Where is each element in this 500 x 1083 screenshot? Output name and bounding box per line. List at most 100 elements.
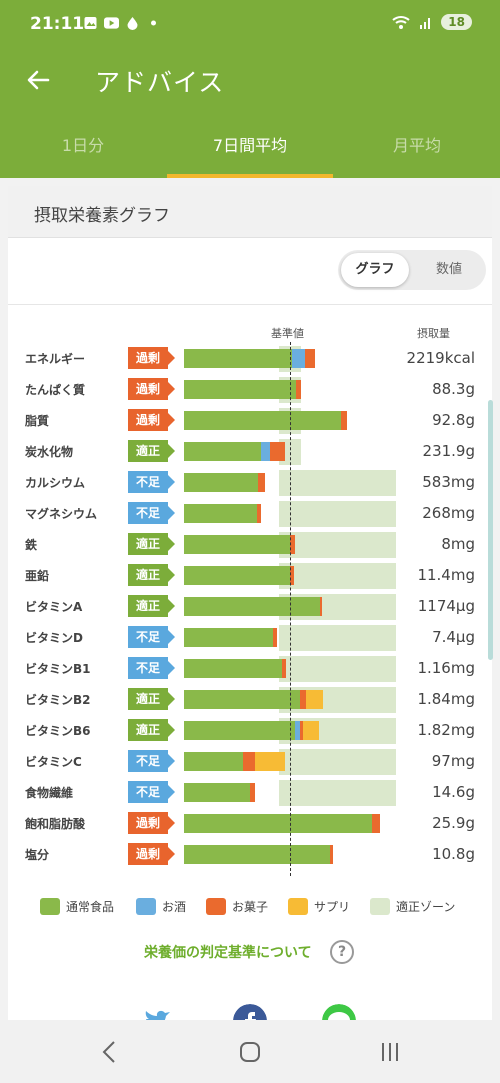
intake-value: 2219kcal	[406, 349, 475, 367]
bar-segment-food	[184, 597, 320, 616]
intake-bar	[184, 597, 322, 616]
bar-segment-food	[184, 659, 282, 678]
nutrient-row: 食物繊維 不足 14.6g	[8, 780, 492, 806]
tab-daily[interactable]: 1日分	[61, 136, 105, 155]
bar-segment-snacks	[304, 349, 316, 368]
status-badge: 不足	[128, 502, 175, 524]
signal-icon	[420, 18, 431, 29]
dot-icon	[151, 20, 156, 26]
app-bar: アドバイス	[0, 50, 500, 110]
intake-value: 1.82mg	[417, 721, 475, 739]
legend-swatch-food	[40, 898, 60, 915]
nav-back-icon[interactable]	[96, 1038, 124, 1066]
status-badge: 過剰	[128, 347, 175, 369]
active-tab-indicator	[167, 174, 333, 178]
bar-segment-food	[184, 504, 258, 523]
intake-value: 88.3g	[432, 380, 475, 398]
page-title: アドバイス	[95, 68, 225, 97]
intake-bar	[184, 845, 334, 864]
legend: 通常食品 お酒 お菓子 サプリ 適正ゾーン	[40, 898, 480, 918]
intake-value: 97mg	[431, 752, 475, 770]
bar-segment-food	[184, 752, 244, 771]
intake-bar	[184, 504, 262, 523]
bar-segment-snacks	[290, 535, 296, 554]
toggle-graph[interactable]: グラフ	[341, 253, 409, 287]
status-badge: 適正	[128, 688, 175, 710]
nutrient-name: 飽和脂肪酸	[25, 817, 86, 831]
legend-item-food: 通常食品	[40, 898, 114, 915]
intake-value: 10.8g	[432, 845, 475, 863]
system-status: 18	[391, 14, 472, 30]
gallery-icon	[84, 17, 97, 29]
nutrient-name: 脂質	[25, 414, 50, 428]
bar-segment-food	[184, 380, 297, 399]
intake-value: 1.16mg	[417, 659, 475, 677]
appropriate-zone	[279, 656, 396, 682]
intake-bar	[184, 411, 348, 430]
status-badge: 適正	[128, 440, 175, 462]
legend-label-zone: 適正ゾーン	[396, 900, 456, 914]
nutrient-name: 食物繊維	[25, 786, 74, 800]
nutrient-name: ビタミンB6	[25, 724, 91, 738]
bar-segment-snacks	[257, 504, 262, 523]
intake-value: 231.9g	[422, 442, 475, 460]
legend-swatch-zone	[370, 898, 390, 915]
bar-segment-food	[184, 721, 296, 740]
legend-item-zone: 適正ゾーン	[370, 898, 455, 915]
nutrient-row: 鉄 適正 8mg	[8, 532, 492, 558]
appropriate-zone	[279, 532, 396, 558]
intake-bar	[184, 721, 319, 740]
criteria-link[interactable]: 栄養価の判定基準について	[144, 945, 312, 961]
nutrient-row: 塩分 過剰 10.8g	[8, 842, 492, 866]
intake-bar	[184, 814, 381, 833]
nutrient-name: たんぱく質	[25, 383, 86, 397]
nutrient-name: 鉄	[25, 538, 38, 552]
bar-segment-food	[184, 349, 293, 368]
scroll-indicator[interactable]	[488, 400, 493, 660]
wifi-icon	[392, 16, 410, 29]
appropriate-zone	[279, 439, 301, 465]
nutrient-row: ビタミンB6 適正 1.82mg	[8, 718, 492, 744]
status-badge: 不足	[128, 750, 175, 772]
bar-segment-snacks	[281, 659, 286, 678]
bar-segment-snacks	[296, 380, 301, 399]
nav-home-icon[interactable]	[236, 1038, 264, 1066]
bar-segment-supplement	[302, 721, 319, 740]
bar-segment-food	[184, 628, 274, 647]
intake-value: 14.6g	[432, 783, 475, 801]
view-toggle[interactable]: グラフ 数値	[338, 250, 486, 290]
legend-item-supplement: サプリ	[288, 898, 350, 915]
status-badge: 不足	[128, 781, 175, 803]
bar-segment-food	[184, 442, 262, 461]
appropriate-zone	[279, 625, 396, 651]
nutrient-name: 亜鉛	[25, 569, 50, 583]
bar-segment-food	[184, 690, 300, 709]
period-tabs: 1日分 7日間平均 月平均	[0, 110, 500, 178]
drop-icon	[127, 17, 138, 30]
legend-swatch-supplement	[288, 898, 308, 915]
legend-label-alcohol: お酒	[162, 900, 187, 914]
nutrient-row: ビタミンB2 適正 1.84mg	[8, 687, 492, 713]
nutrient-name: 塩分	[25, 848, 50, 862]
nutrient-name: ビタミンB1	[25, 662, 91, 676]
status-badge: 適正	[128, 719, 175, 741]
intake-bar	[184, 628, 278, 647]
nav-recents-icon[interactable]	[376, 1038, 404, 1066]
nutrient-name: マグネシウム	[25, 507, 98, 521]
bar-segment-snacks	[299, 690, 306, 709]
tab-7day-average[interactable]: 7日間平均	[212, 136, 288, 155]
tab-monthly-average[interactable]: 月平均	[392, 136, 441, 155]
standard-value-header: 基準値	[271, 327, 304, 340]
intake-value: 11.4mg	[417, 566, 475, 584]
back-arrow-icon[interactable]	[22, 64, 54, 96]
system-nav-bar	[0, 1020, 500, 1083]
legend-item-snacks: お菓子	[206, 898, 268, 915]
nutrient-row: ビタミンD 不足 7.4μg	[8, 625, 492, 651]
intake-bar	[184, 659, 286, 678]
nutrient-row: 飽和脂肪酸 過剰 25.9g	[8, 811, 492, 835]
toggle-numbers[interactable]: 数値	[435, 262, 462, 277]
status-time: 21:11	[30, 14, 85, 34]
help-icon[interactable]: ?	[330, 940, 354, 964]
intake-bar	[184, 566, 295, 585]
intake-value: 7.4μg	[432, 628, 475, 646]
